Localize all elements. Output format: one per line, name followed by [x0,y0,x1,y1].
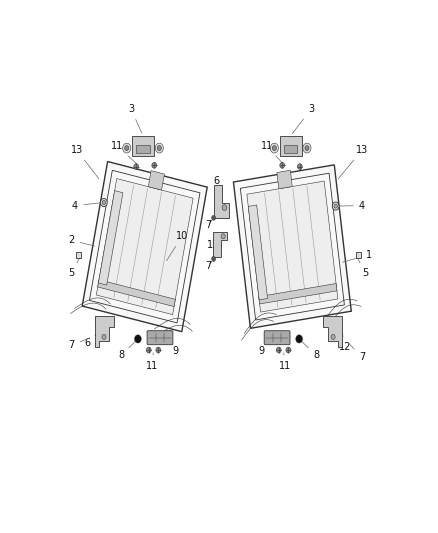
Circle shape [270,143,279,153]
Polygon shape [213,232,227,257]
Polygon shape [277,170,292,189]
FancyBboxPatch shape [147,330,173,345]
Polygon shape [96,179,193,314]
Text: 7: 7 [69,338,89,350]
Circle shape [334,204,337,208]
Text: 8: 8 [118,341,136,360]
Circle shape [221,234,225,239]
FancyBboxPatch shape [264,330,290,345]
Circle shape [331,334,335,340]
Text: 3: 3 [128,104,142,133]
Text: 13: 13 [338,145,368,179]
Circle shape [212,256,215,261]
Polygon shape [247,181,338,312]
Text: 5: 5 [357,257,368,278]
Text: 3: 3 [292,104,314,134]
Polygon shape [98,280,175,306]
Circle shape [212,215,215,220]
Polygon shape [214,185,229,218]
Polygon shape [95,317,114,347]
Circle shape [296,335,303,343]
Polygon shape [280,136,301,156]
Text: 11: 11 [279,353,291,370]
Circle shape [102,200,106,205]
Circle shape [155,143,163,153]
Circle shape [286,347,291,353]
Text: 1: 1 [343,250,372,262]
Text: 8: 8 [301,341,319,360]
Text: 4: 4 [339,200,365,211]
Text: 11: 11 [146,353,158,370]
Text: 2: 2 [69,236,95,246]
Text: 6: 6 [213,176,220,197]
Circle shape [297,164,302,169]
Bar [76,252,81,258]
Polygon shape [137,145,149,153]
Polygon shape [99,191,123,285]
Text: 10: 10 [166,231,188,261]
Text: 6: 6 [84,330,100,348]
Circle shape [146,347,151,353]
Circle shape [276,347,281,353]
Circle shape [134,335,141,343]
Circle shape [134,164,138,169]
Polygon shape [148,171,164,190]
Text: 7: 7 [349,343,365,362]
Text: 5: 5 [69,257,80,278]
Polygon shape [323,317,342,347]
Circle shape [123,143,131,153]
Circle shape [303,143,311,153]
Circle shape [156,347,161,353]
Circle shape [102,334,106,340]
Polygon shape [259,284,337,304]
Circle shape [222,205,227,211]
Circle shape [157,146,161,150]
Text: 11: 11 [111,141,138,165]
Polygon shape [248,205,268,300]
Text: 11: 11 [261,141,284,165]
Text: 4: 4 [72,200,101,211]
Circle shape [100,198,107,207]
Circle shape [272,146,276,150]
Circle shape [332,202,339,210]
Circle shape [152,163,157,168]
Polygon shape [233,165,351,328]
Text: 9: 9 [162,340,178,356]
Text: 7: 7 [205,261,212,271]
Circle shape [280,163,285,168]
Polygon shape [284,145,297,153]
Polygon shape [82,161,207,332]
Circle shape [305,146,309,150]
Polygon shape [132,136,154,156]
Circle shape [125,146,129,150]
Text: 13: 13 [71,145,99,179]
Text: 7: 7 [205,220,212,230]
Text: 9: 9 [259,340,275,356]
Text: 12: 12 [208,240,220,251]
Bar [356,252,361,258]
Text: 12: 12 [339,332,351,352]
